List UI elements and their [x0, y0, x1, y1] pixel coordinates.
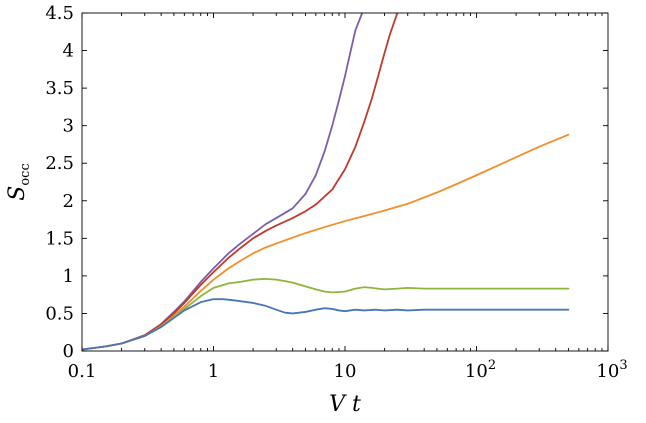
- plot-frame: [81, 12, 609, 352]
- series-line-5: [82, 298, 570, 351]
- x-tick-label: 1: [208, 361, 219, 382]
- y-tick-label: 4.5: [45, 3, 74, 24]
- y-tick-label: 2.5: [45, 153, 74, 174]
- y-ticks: [82, 12, 608, 352]
- y-tick-labels: 0 0.5 1 1.5 2 2.5 3 3.5 4 4.5: [45, 3, 74, 362]
- x-tick-label: 10: [334, 361, 357, 382]
- series-line-3: [82, 133, 570, 351]
- y-axis-label-main: S: [5, 186, 30, 201]
- y-axis-label: Socc: [5, 163, 33, 200]
- y-axis-label-subscript: occ: [18, 163, 33, 185]
- y-tick-label: 2: [63, 191, 74, 212]
- series-line-2: [82, 13, 399, 351]
- x-tick-labels: 0.1 1 10 102 103: [68, 358, 628, 382]
- y-tick-label: 1.5: [45, 228, 74, 249]
- x-ticks: [81, 13, 609, 351]
- y-tick-label: 4: [63, 41, 74, 62]
- y-tick-label: 1: [63, 266, 74, 287]
- y-tick-label: 0: [63, 341, 74, 362]
- x-tick-label: 102: [465, 358, 496, 382]
- x-tick-label: 0.1: [68, 361, 97, 382]
- series-line-4: [82, 277, 570, 351]
- plot-series-layer: [82, 13, 570, 351]
- x-axis-label: V t: [329, 392, 361, 417]
- y-tick-label: 3: [63, 116, 74, 137]
- y-tick-label: 0.5: [45, 303, 74, 324]
- x-tick-label: 103: [596, 358, 627, 382]
- svg-text:Socc: Socc: [5, 163, 33, 200]
- y-tick-label: 3.5: [45, 78, 74, 99]
